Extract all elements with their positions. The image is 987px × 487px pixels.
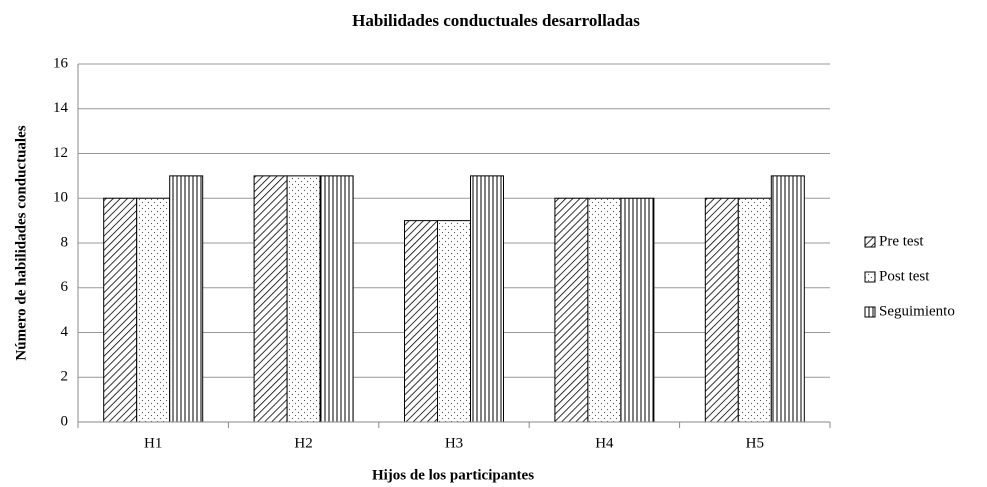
y-tick-label: 0 — [61, 413, 69, 429]
bar — [319, 175, 354, 423]
bar — [437, 220, 471, 423]
legend-label: Seguimiento — [879, 303, 955, 319]
bar — [253, 175, 288, 423]
legend-swatch — [864, 271, 876, 283]
legend-label: Post test — [879, 268, 930, 284]
bar — [286, 175, 321, 423]
bar — [620, 197, 655, 423]
y-tick-label: 12 — [53, 145, 68, 161]
y-axis-label: Número de habilidades conductuales — [13, 125, 29, 360]
y-tick-label: 10 — [53, 190, 68, 206]
y-tick-label: 2 — [61, 369, 69, 385]
bar — [169, 175, 204, 423]
y-tick-label: 14 — [53, 100, 69, 116]
chart-title: Habilidades conductuales desarrolladas — [352, 11, 640, 30]
y-tick-label: 8 — [61, 234, 69, 250]
x-tick-label: H4 — [595, 435, 614, 451]
bar — [587, 197, 622, 423]
bar — [404, 220, 438, 423]
bar — [704, 197, 739, 423]
y-tick-label: 4 — [61, 324, 69, 340]
x-tick-label: H5 — [746, 435, 764, 451]
x-tick-label: H3 — [445, 435, 463, 451]
y-tick-label: 16 — [53, 55, 69, 71]
bar — [470, 175, 504, 423]
bar — [770, 175, 805, 423]
bar — [737, 197, 772, 423]
legend-swatch — [864, 306, 876, 318]
x-tick-label: H2 — [294, 435, 312, 451]
legend-label: Pre test — [879, 233, 924, 249]
y-tick-label: 6 — [61, 279, 69, 295]
bar — [103, 197, 138, 423]
bar — [136, 197, 171, 423]
x-axis-label: Hijos de los participantes — [372, 467, 534, 483]
x-tick-label: H1 — [144, 435, 162, 451]
bar — [554, 197, 589, 423]
legend-swatch — [864, 236, 876, 248]
